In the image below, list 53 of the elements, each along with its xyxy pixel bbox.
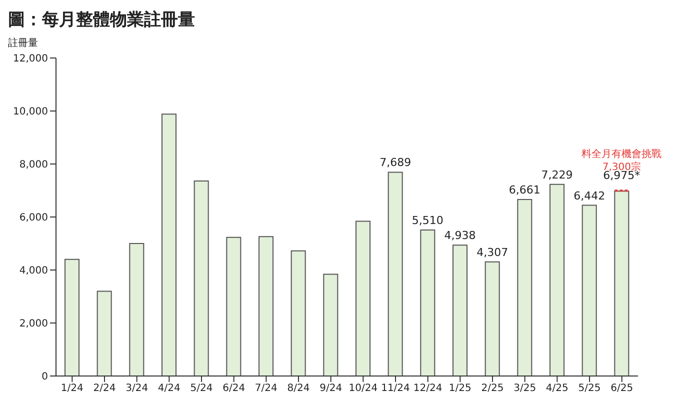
y-tick-label: 10,000: [13, 106, 48, 118]
bar: [96, 290, 112, 376]
data-label: 6,442: [574, 189, 606, 202]
data-label: 4,938: [444, 229, 476, 242]
y-tick-label: 8,000: [19, 160, 48, 171]
bar: [614, 190, 630, 376]
x-tick-label: 3/24: [126, 383, 148, 394]
bar: [64, 258, 80, 376]
y-tick-label: 0: [42, 372, 48, 383]
bar: [323, 274, 338, 376]
bar: [452, 244, 468, 376]
bar: [129, 243, 144, 376]
bar: [484, 261, 500, 376]
x-tick-label: 12/24: [413, 383, 442, 394]
bar: [194, 180, 209, 376]
bar: [356, 220, 370, 376]
bar: [420, 229, 436, 376]
bar: [582, 204, 597, 376]
x-tick-label: 6/25: [610, 383, 634, 394]
x-tick-label: 7/24: [254, 383, 278, 394]
data-label: 5,510: [412, 214, 444, 227]
y-tick-label: 2,000: [19, 318, 48, 330]
x-tick-label: 3/25: [514, 383, 536, 394]
y-tick-label: 4,000: [19, 266, 48, 277]
x-tick-label: 4/24: [158, 383, 180, 394]
data-label: 4,307: [476, 246, 508, 259]
x-tick-label: 1/24: [60, 383, 84, 394]
bar: [258, 236, 274, 376]
y-tick-label: 6,000: [19, 212, 48, 224]
x-tick-label: 2/24: [93, 383, 116, 394]
chart-title: 圖：每月整體物業註冊量: [8, 9, 196, 32]
x-tick-label: 9/24: [320, 383, 342, 394]
data-label: 6,661: [508, 183, 540, 196]
data-label: 7,229: [541, 168, 573, 182]
x-tick-label: 10/24: [348, 383, 378, 394]
bar: [162, 114, 176, 376]
bar: [550, 184, 564, 376]
y-axis-title: 註冊量: [8, 36, 39, 50]
x-tick-label: 5/25: [578, 383, 601, 394]
x-tick-label: 2/25: [481, 383, 504, 394]
x-tick-label: 1/25: [448, 383, 472, 394]
x-tick-label: 6/24: [222, 383, 246, 394]
bar: [226, 236, 242, 376]
bar: [290, 250, 306, 376]
y-tick-label: 12,000: [13, 54, 48, 65]
x-tick-label: 5/24: [190, 383, 213, 394]
x-tick-label: 8/24: [287, 383, 310, 394]
x-tick-label: 4/25: [546, 383, 568, 394]
data-label: 6,975*: [603, 169, 641, 182]
x-tick-label: 11/24: [381, 383, 410, 394]
bar: [517, 198, 532, 376]
data-label: 7,689: [380, 156, 412, 170]
bar: [388, 172, 403, 376]
